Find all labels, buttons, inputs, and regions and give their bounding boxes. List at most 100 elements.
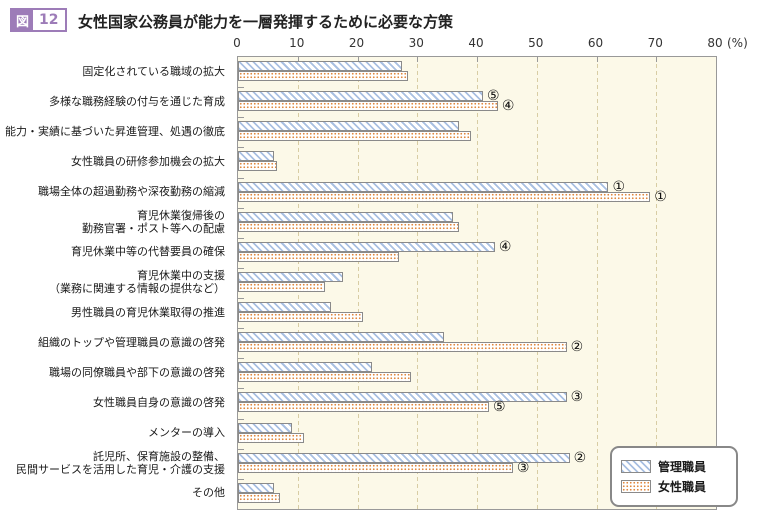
legend: 管理職員 女性職員 [610, 446, 738, 507]
rank-badge: ④ [501, 98, 515, 115]
bar-row [238, 161, 716, 172]
bar-管理職員 [238, 452, 570, 463]
bar-管理職員 [238, 302, 331, 313]
bar-row [238, 372, 716, 383]
bar-row [238, 61, 716, 71]
gridline [477, 57, 478, 509]
chart-title: 女性国家公務員が能力を一層発揮するために必要な方策 [78, 13, 454, 31]
group-separator-tick [238, 237, 244, 239]
rank-badge: ① [612, 178, 625, 195]
figure-badge-number: 12 [39, 12, 59, 28]
bar-row [238, 482, 716, 493]
bar-row: ② [238, 340, 716, 354]
axis-tick-mark [536, 57, 538, 62]
bar-row: ③ [238, 459, 716, 476]
rank-badge: ⑤ [486, 88, 500, 105]
category-labels: 固定化されている職域の拡大 多様な職務経験の付与を通じた育成 能力・実績に基づいた昇… [0, 56, 230, 508]
bar-女性職員 [238, 71, 409, 81]
bar-女性職員 [238, 281, 325, 292]
bar-管理職員 [238, 241, 495, 252]
bar-女性職員 [238, 131, 472, 142]
bar-管理職員 [238, 482, 274, 493]
bar-女性職員 [238, 251, 400, 262]
bar-管理職員 [238, 121, 460, 132]
figure-badge: 図 12 [10, 8, 67, 32]
category-label: 職場の同僚職員や部下の意識の啓発 [49, 365, 225, 379]
axis-tick-label: 10 [289, 36, 305, 50]
rank-badge: ④ [498, 238, 512, 255]
gridline [536, 57, 538, 509]
legend-label: 管理職員 [658, 460, 707, 474]
category-label: その他 [192, 486, 225, 500]
figure-badge-fig-label: 図 [12, 10, 34, 30]
gridline [596, 57, 598, 509]
bar-row [238, 302, 716, 313]
bar-row [238, 211, 716, 222]
bar-row [238, 332, 716, 343]
group-separator-tick [238, 298, 244, 300]
axis-tick-label: 20 [348, 36, 365, 50]
axis-tick-mark [656, 57, 658, 62]
bar-管理職員 [238, 392, 567, 403]
axis-tick-mark [357, 57, 359, 62]
axis-tick-label: 60 [587, 36, 604, 50]
axis-tick-mark [477, 57, 478, 62]
axis-tick-mark [417, 57, 419, 62]
gridline [357, 57, 359, 509]
bar-管理職員 [238, 151, 274, 162]
rank-badge: ⑤ [492, 399, 506, 416]
bar-女性職員 [238, 191, 651, 202]
bar-管理職員 [238, 61, 403, 71]
category-label: メンターの導入 [148, 426, 225, 440]
bar-管理職員 [238, 211, 454, 222]
category-label: 職場全体の超過勤務や深夜勤務の縮減 [38, 185, 225, 199]
rank-badge: ② [573, 449, 587, 466]
axis-tick-mark [596, 57, 598, 62]
group-separator-tick [238, 448, 244, 450]
rank-badge: ③ [570, 389, 584, 406]
bar-row [238, 281, 716, 292]
category-label: 託児所、保育施設の整備、 民間サービスを活用した育児・介護の支援 [16, 449, 225, 476]
group-separator-tick [238, 177, 244, 179]
rank-badge: ① [654, 188, 667, 205]
bar-row [238, 251, 716, 262]
bar-row [238, 422, 716, 433]
category-label: 男性職員の育児休業取得の推進 [71, 305, 225, 319]
orange-dot-swatch-icon [621, 480, 651, 493]
category-label: 女性職員自身の意識の啓発 [93, 396, 225, 410]
axis-tick-label: 70 [647, 36, 663, 50]
legend-label: 女性職員 [658, 480, 707, 494]
axis-tick-mark [297, 57, 299, 62]
group-separator-tick [238, 358, 244, 360]
bar-row: ④ [238, 98, 716, 115]
bar-row [238, 151, 716, 162]
bar-管理職員 [238, 91, 483, 102]
axis-tick-label: 40 [468, 36, 484, 50]
bar-row: ⑤ [238, 399, 716, 416]
legend-item: 管理職員 [621, 458, 727, 475]
gridline [656, 57, 658, 509]
bar-row [238, 432, 716, 443]
bar-管理職員 [238, 181, 609, 192]
group-separator-tick [238, 478, 244, 480]
rank-badge: ③ [516, 459, 530, 476]
category-label: 女性職員の研修参加機会の拡大 [71, 154, 225, 168]
bar-row [238, 221, 716, 232]
bar-女性職員 [238, 402, 489, 413]
category-label: 育児休業復帰後の 勤務官署・ポスト等への配慮 [82, 208, 225, 235]
group-separator-tick [238, 87, 244, 89]
bar-女性職員 [238, 101, 498, 112]
category-label: 育児休業中の支援 （業務に関連する情報の提供など） [49, 268, 225, 295]
bar-管理職員 [238, 422, 292, 433]
category-label: 多様な職務経験の付与を通じた育成 [49, 94, 225, 108]
category-label: 組織のトップや管理職員の意識の啓発 [38, 335, 225, 349]
bar-row [238, 492, 716, 503]
bar-row: ① [238, 178, 716, 195]
bar-女性職員 [238, 161, 277, 172]
axis-tick-label: 50 [528, 36, 544, 50]
axis-tick-label: 30 [408, 36, 424, 50]
category-label: 固定化されている職域の拡大 [82, 64, 225, 78]
bar-女性職員 [238, 342, 567, 353]
